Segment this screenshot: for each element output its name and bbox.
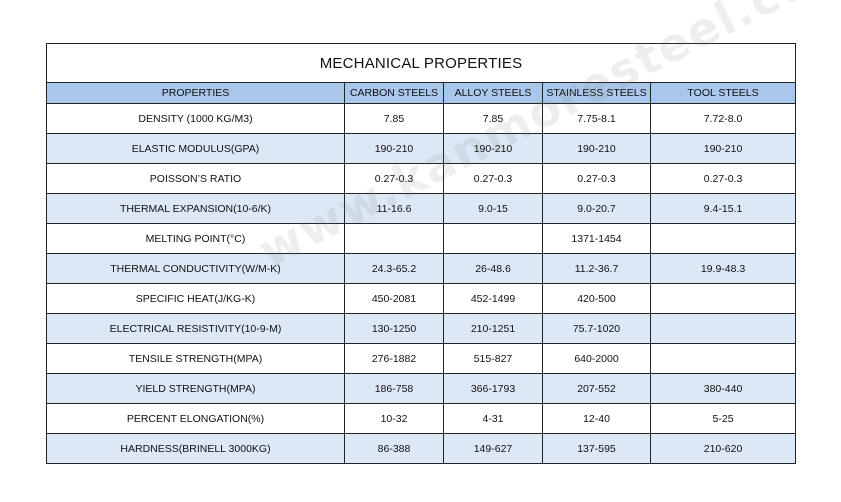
table-row: TENSILE STRENGTH(MPA) 276-1882 515-827 640-…	[46, 343, 797, 374]
cell-alloy-steels: 7.85	[443, 103, 543, 134]
cell-alloy-steels: 4-31	[443, 403, 543, 434]
cell-alloy-steels: 149-627	[443, 433, 543, 464]
cell-stainless-steels: 1371-1454	[542, 223, 651, 254]
cell-stainless-steels: 11.2-36.7	[542, 253, 651, 284]
cell-carbon-steels: 24.3-65.2	[344, 253, 444, 284]
cell-tool-steels	[649, 283, 797, 314]
cell-property: DENSITY (1000 KG/M3)	[46, 103, 345, 134]
cell-alloy-steels: 452-1499	[443, 283, 543, 314]
cell-property: HARDNESS(BRINELL 3000KG)	[46, 433, 345, 464]
cell-tool-steels	[649, 343, 797, 374]
cell-alloy-steels: 210-1251	[443, 313, 543, 344]
cell-alloy-steels: 0.27-0.3	[443, 163, 543, 194]
cell-stainless-steels: 190-210	[542, 133, 651, 164]
cell-carbon-steels: 10-32	[344, 403, 444, 434]
properties-table-container: MECHANICAL PROPERTIES PROPERTIES CARBON …	[45, 43, 797, 464]
cell-carbon-steels: 11-16.6	[344, 193, 444, 224]
cell-alloy-steels	[443, 223, 543, 254]
cell-stainless-steels: 420-500	[542, 283, 651, 314]
cell-stainless-steels: 7.75-8.1	[542, 103, 651, 134]
cell-alloy-steels: 366-1793	[443, 373, 543, 404]
cell-alloy-steels: 9.0-15	[443, 193, 543, 224]
cell-tool-steels: 190-210	[649, 133, 797, 164]
header-stainless-steels: STAINLESS STEELS	[542, 82, 651, 104]
cell-property: THERMAL EXPANSION(10-6/K)	[46, 193, 345, 224]
cell-tool-steels: 0.27-0.3	[649, 163, 797, 194]
cell-carbon-steels: 190-210	[344, 133, 444, 164]
cell-property: THERMAL CONDUCTIVITY(W/M-K)	[46, 253, 345, 284]
header-properties: PROPERTIES	[46, 82, 345, 104]
cell-property: POISSON’S RATIO	[46, 163, 345, 194]
table-row: ELECTRICAL RESISTIVITY(10-9-M) 130-1250 21…	[46, 313, 797, 344]
cell-carbon-steels: 276-1882	[344, 343, 444, 374]
cell-carbon-steels	[344, 223, 444, 254]
cell-property: ELASTIC MODULUS(GPA)	[46, 133, 345, 164]
cell-carbon-steels: 7.85	[344, 103, 444, 134]
cell-tool-steels: 7.72-8.0	[649, 103, 797, 134]
cell-tool-steels: 380-440	[649, 373, 797, 404]
cell-stainless-steels: 640-2000	[542, 343, 651, 374]
table-row: THERMAL CONDUCTIVITY(W/M-K) 24.3-65.2 26-4…	[46, 253, 797, 284]
cell-carbon-steels: 130-1250	[344, 313, 444, 344]
cell-tool-steels: 5-25	[649, 403, 797, 434]
cell-alloy-steels: 26-48.6	[443, 253, 543, 284]
cell-tool-steels	[649, 313, 797, 344]
table-row: MELTING POINT(°C) 1371-1454	[46, 223, 797, 254]
table-row: POISSON’S RATIO 0.27-0.3 0.27-0.3 0.27-0.3 0…	[46, 163, 797, 194]
cell-tool-steels: 9.4-15.1	[649, 193, 797, 224]
table-row: THERMAL EXPANSION(10-6/K) 11-16.6 9.0-15 9.…	[46, 193, 797, 224]
cell-stainless-steels: 9.0-20.7	[542, 193, 651, 224]
cell-tool-steels: 19.9-48.3	[649, 253, 797, 284]
table-row: SPECIFIC HEAT(J/KG-K) 450-2081 452-1499 420…	[46, 283, 797, 314]
cell-tool-steels	[649, 223, 797, 254]
cell-stainless-steels: 137-595	[542, 433, 651, 464]
cell-alloy-steels: 190-210	[443, 133, 543, 164]
cell-carbon-steels: 450-2081	[344, 283, 444, 314]
cell-property: MELTING POINT(°C)	[46, 223, 345, 254]
cell-property: PERCENT ELONGATION(%)	[46, 403, 345, 434]
table-row: PERCENT ELONGATION(%) 10-32 4-31 12-40 5-25	[46, 403, 797, 434]
cell-carbon-steels: 86-388	[344, 433, 444, 464]
header-tool-steels: TOOL STEELS	[649, 82, 797, 104]
table-row: YIELD STRENGTH(MPA) 186-758 366-1793 207-55…	[46, 373, 797, 404]
table-row: HARDNESS(BRINELL 3000KG) 86-388 149-627 137…	[46, 433, 797, 464]
table-title-row: MECHANICAL PROPERTIES	[45, 43, 797, 83]
cell-carbon-steels: 186-758	[344, 373, 444, 404]
table-row: ELASTIC MODULUS(GPA) 190-210 190-210 190-21…	[46, 133, 797, 164]
cell-property: SPECIFIC HEAT(J/KG-K)	[46, 283, 345, 314]
cell-alloy-steels: 515-827	[443, 343, 543, 374]
cell-property: YIELD STRENGTH(MPA)	[46, 373, 345, 404]
mechanical-properties-table: MECHANICAL PROPERTIES PROPERTIES CARBON …	[45, 43, 797, 464]
cell-property: ELECTRICAL RESISTIVITY(10-9-M)	[46, 313, 345, 344]
cell-stainless-steels: 12-40	[542, 403, 651, 434]
cell-property: TENSILE STRENGTH(MPA)	[46, 343, 345, 374]
cell-stainless-steels: 207-552	[542, 373, 651, 404]
table-header-row: PROPERTIES CARBON STEELS ALLOY STEELS ST…	[46, 82, 797, 104]
cell-stainless-steels: 0.27-0.3	[542, 163, 651, 194]
table-title: MECHANICAL PROPERTIES	[45, 43, 797, 83]
table-row: DENSITY (1000 KG/M3) 7.85 7.85 7.75-8.1 7.72…	[46, 103, 797, 134]
header-alloy-steels: ALLOY STEELS	[443, 82, 543, 104]
header-carbon-steels: CARBON STEELS	[344, 82, 444, 104]
cell-carbon-steels: 0.27-0.3	[344, 163, 444, 194]
cell-stainless-steels: 75.7-1020	[542, 313, 651, 344]
cell-tool-steels: 210-620	[649, 433, 797, 464]
